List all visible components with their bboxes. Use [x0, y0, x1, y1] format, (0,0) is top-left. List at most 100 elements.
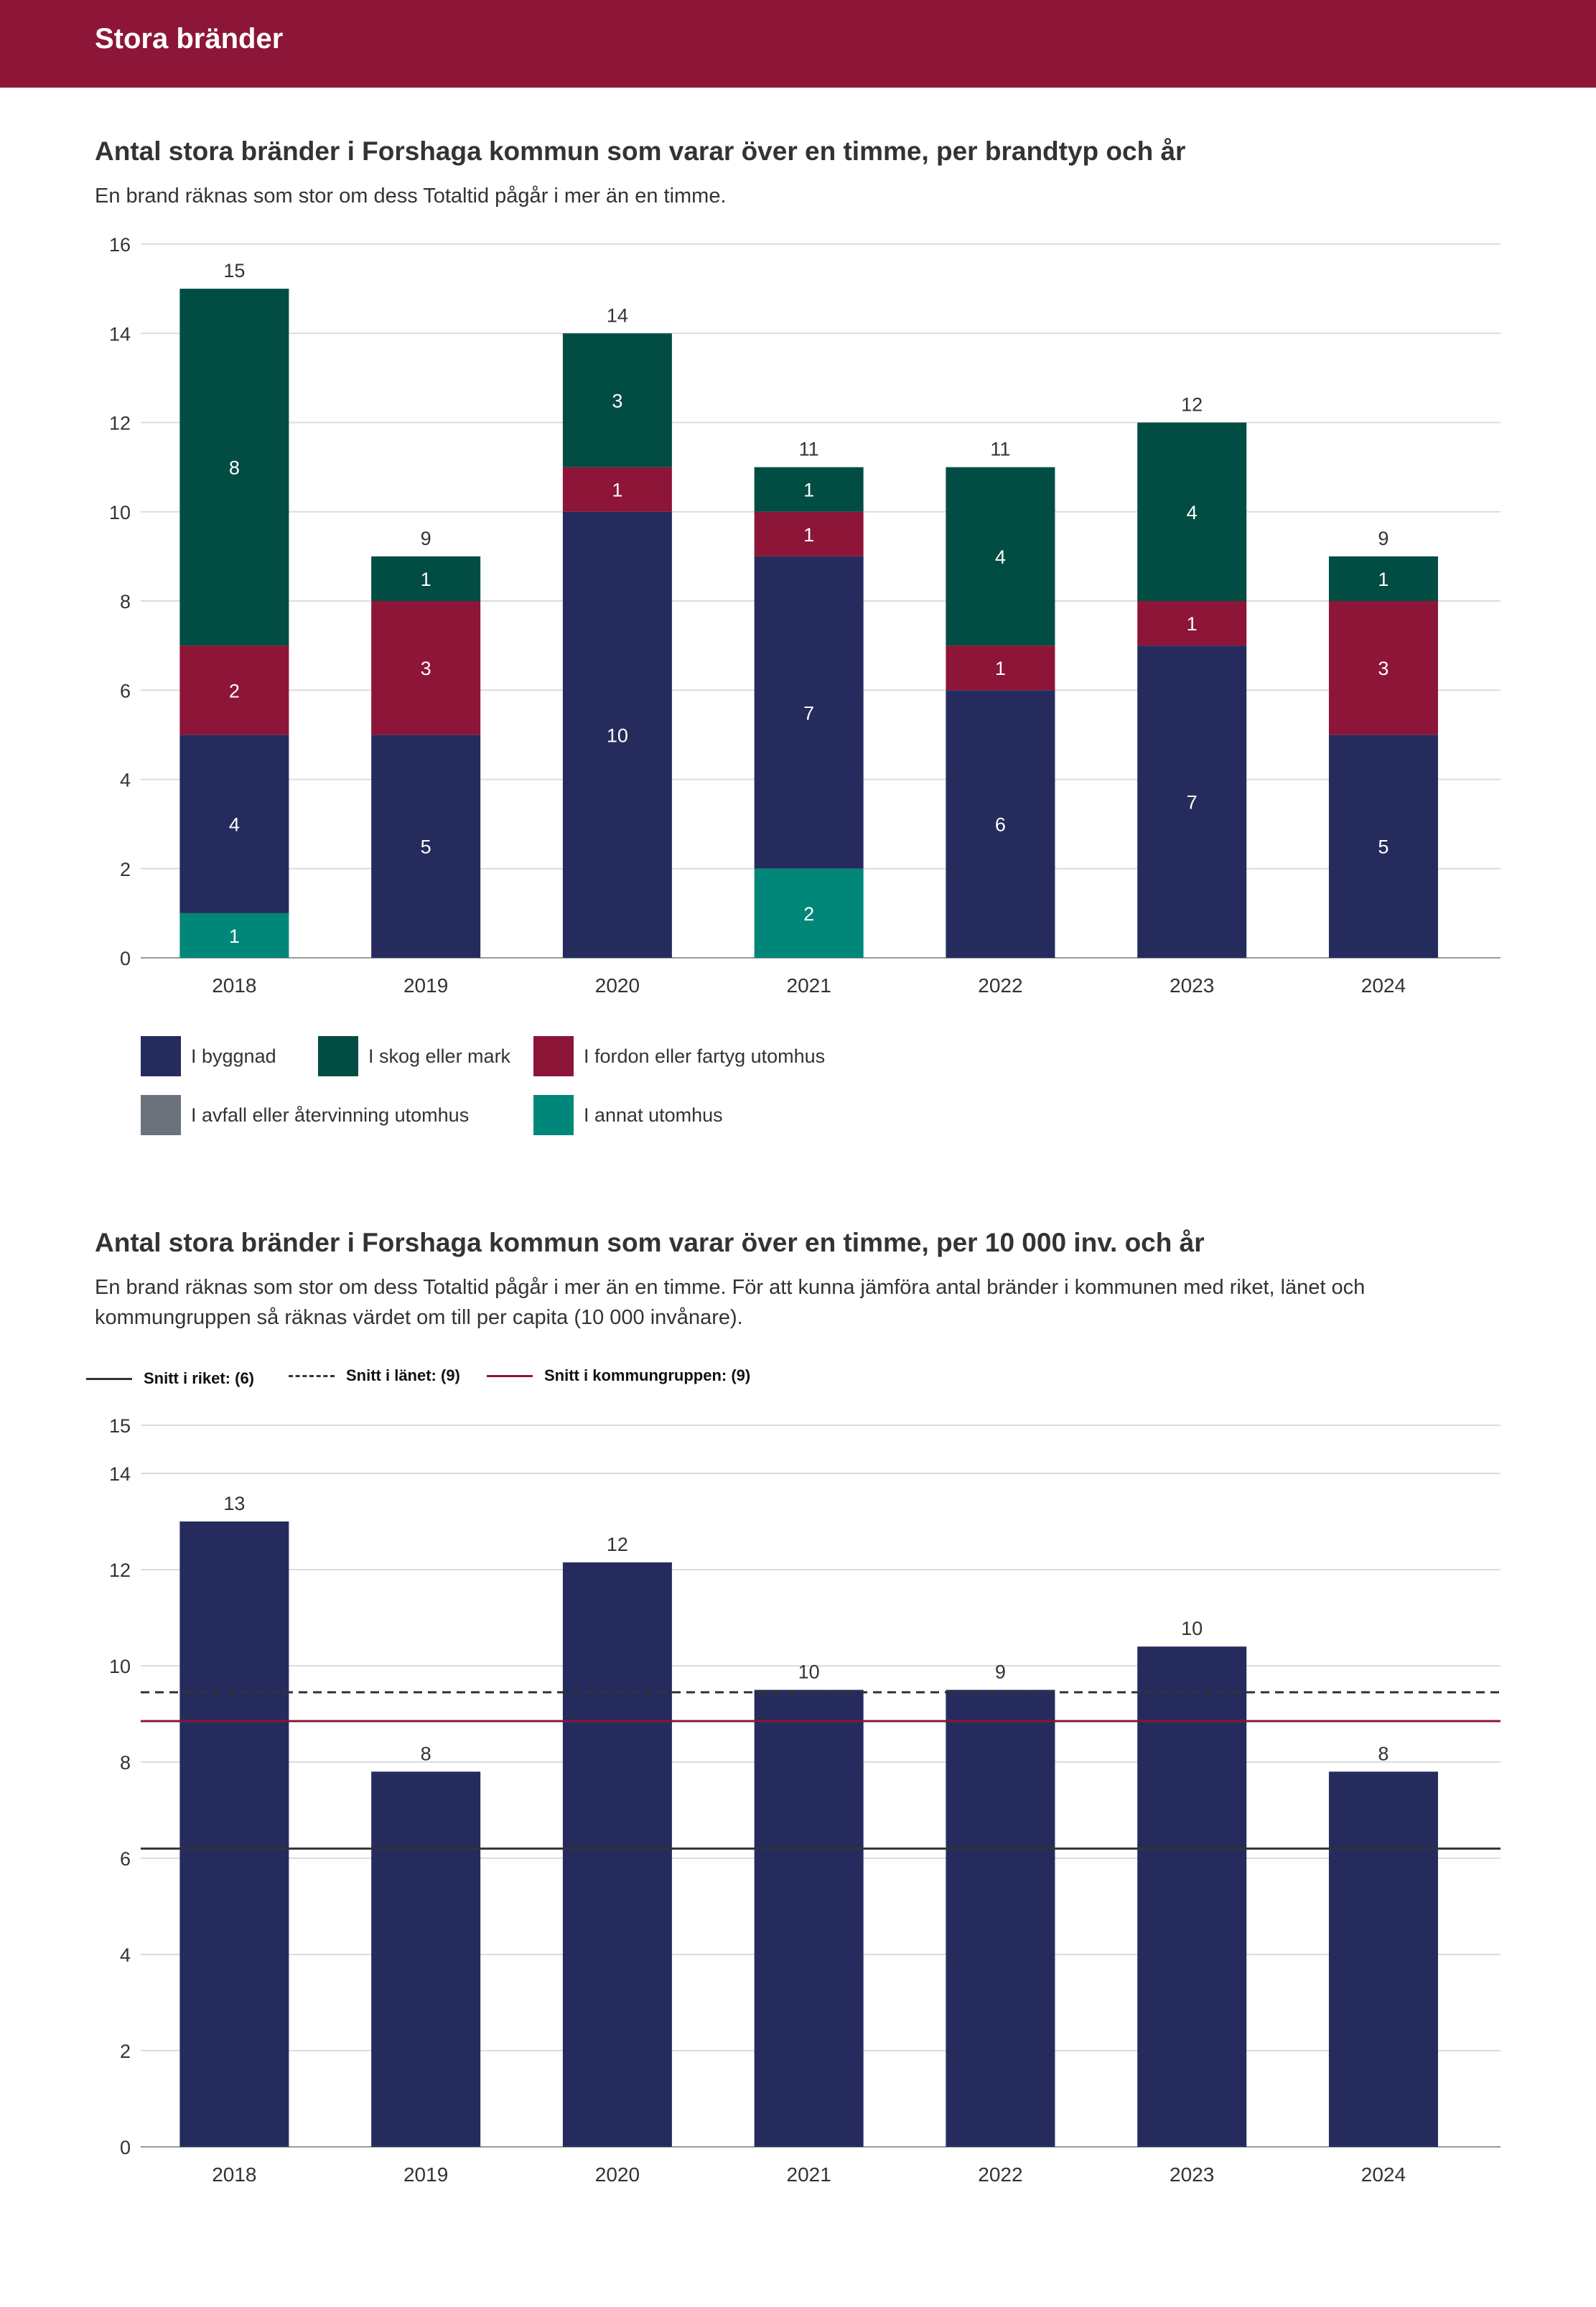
legend-swatch-i-annat-utomhus [533, 1095, 574, 1135]
y-tick-label: 6 [120, 680, 131, 702]
bar-segment [371, 556, 481, 601]
ref-legend-lanet: Snitt i länet: (9) [289, 1366, 460, 1385]
y-tick-label: 4 [120, 770, 131, 791]
bar-segment [371, 601, 481, 735]
ref-legend-kommungruppen-line [487, 1374, 533, 1377]
bar-segment [1328, 556, 1438, 601]
bar-segment [1328, 601, 1438, 735]
bar [1137, 1646, 1247, 2147]
data-label: 10 [798, 1661, 820, 1683]
y-tick-label: 12 [109, 1560, 131, 1581]
data-label: 10 [607, 724, 628, 746]
legend-swatch-i-skog-eller-mark [318, 1036, 358, 1076]
x-tick-label: 2023 [1170, 974, 1214, 997]
bar-segment [371, 735, 481, 958]
page-header-banner: Stora bränder [0, 0, 1596, 88]
total-label: 15 [223, 260, 245, 281]
data-label: 4 [1187, 502, 1198, 523]
data-label: 7 [1187, 792, 1198, 814]
bar [754, 1690, 864, 2147]
ref-legend-riket: Snitt i riket: (6) [86, 1369, 254, 1388]
legend-label-i-annat-utomhus: I annat utomhus [584, 1104, 723, 1126]
y-tick-label: 6 [120, 1848, 131, 1870]
legend-label-i-byggnad: I byggnad [191, 1045, 276, 1067]
legend-swatch-i-avfall-eller-atervinning-utomhus [141, 1095, 181, 1135]
legend-item-i-byggnad: I byggnad [141, 1036, 276, 1076]
legend-item-i-annat-utomhus: I annat utomhus [533, 1095, 723, 1135]
data-label: 9 [995, 1661, 1006, 1683]
y-tick-label: 0 [120, 2137, 131, 2158]
page-header-title: Stora bränder [95, 23, 284, 55]
bar-segment [754, 868, 864, 958]
ref-legend-kommungruppen: Snitt i kommungruppen: (9) [487, 1366, 750, 1385]
x-tick-label: 2019 [403, 974, 448, 997]
legend-swatch-i-byggnad [141, 1036, 181, 1076]
total-label: 12 [1181, 394, 1203, 416]
data-label: 4 [229, 814, 240, 836]
total-label: 9 [421, 528, 431, 549]
y-tick-label: 0 [120, 948, 131, 969]
y-tick-label: 8 [120, 1752, 131, 1774]
bar-segment [946, 467, 1055, 646]
ref-legend-kommungruppen-label: Snitt i kommungruppen: (9) [544, 1366, 751, 1384]
data-label: 5 [1378, 836, 1389, 858]
bar-segment [179, 735, 289, 913]
data-label: 8 [421, 1743, 431, 1764]
legend-item-i-avfall-eller-atervinning-utomhus: I avfall eller återvinning utomhus [141, 1095, 469, 1135]
y-tick-label: 16 [109, 234, 131, 256]
total-label: 11 [990, 439, 1010, 460]
data-label: 1 [1378, 569, 1389, 590]
data-label: 4 [995, 546, 1006, 568]
total-label: 11 [799, 439, 819, 460]
x-tick-label: 2022 [978, 2163, 1022, 2186]
bar-segment [946, 646, 1055, 691]
bar-segment [946, 690, 1055, 958]
y-tick-label: 12 [109, 413, 131, 434]
bar-segment [179, 913, 289, 958]
y-tick-label: 4 [120, 1944, 131, 1966]
data-label: 1 [229, 926, 240, 947]
bar [562, 1562, 672, 2147]
data-label: 2 [803, 903, 814, 925]
data-label: 8 [1378, 1743, 1389, 1764]
data-label: 1 [803, 480, 814, 501]
bar-segment [179, 289, 289, 646]
y-tick-label: 2 [120, 2041, 131, 2062]
data-label: 1 [995, 658, 1006, 679]
legend-label-i-skog-eller-mark: I skog eller mark [368, 1045, 511, 1067]
y-tick-label: 14 [109, 1463, 131, 1485]
bar [179, 1521, 289, 2147]
data-label: 7 [803, 702, 814, 724]
x-tick-label: 2018 [212, 2163, 256, 2186]
x-tick-label: 2023 [1170, 2163, 1214, 2186]
data-label: 1 [803, 524, 814, 546]
data-label: 6 [995, 814, 1006, 836]
y-tick-label: 10 [109, 1656, 131, 1677]
chart2-title: Antal stora bränder i Forshaga kommun so… [95, 1228, 1205, 1257]
y-tick-label: 8 [120, 591, 131, 612]
bar-segment [179, 646, 289, 735]
bar-segment [1137, 646, 1247, 958]
bar-segment [562, 467, 672, 512]
y-tick-label: 10 [109, 502, 131, 523]
ref-legend-lanet-line [289, 1374, 335, 1377]
legend-item-i-skog-eller-mark: I skog eller mark [318, 1036, 510, 1076]
data-label: 12 [607, 1534, 628, 1555]
chart1-stacked-bar-chart: 0246810121416142815201853192019101314202… [109, 234, 1501, 997]
x-tick-label: 2021 [787, 2163, 831, 2186]
chart2-subtitle: En brand räknas som stor om dess Totalti… [95, 1276, 1366, 1329]
legend-label-i-fordon-eller-fartyg-utomhus: I fordon eller fartyg utomhus [584, 1045, 826, 1067]
bar-segment [754, 556, 864, 869]
x-tick-label: 2019 [403, 2163, 448, 2186]
x-tick-label: 2024 [1361, 974, 1406, 997]
legend-item-i-fordon-eller-fartyg-utomhus: I fordon eller fartyg utomhus [533, 1036, 825, 1076]
chart1-subtitle: En brand räknas som stor om dess Totalti… [95, 185, 727, 208]
data-label: 10 [1181, 1618, 1203, 1639]
data-label: 1 [612, 480, 622, 501]
data-label: 8 [229, 457, 240, 479]
data-label: 13 [223, 1493, 245, 1514]
legend-swatch-i-fordon-eller-fartyg-utomhus [533, 1036, 574, 1076]
bar-segment [562, 511, 672, 958]
ref-legend-riket-label: Snitt i riket: (6) [144, 1369, 255, 1387]
